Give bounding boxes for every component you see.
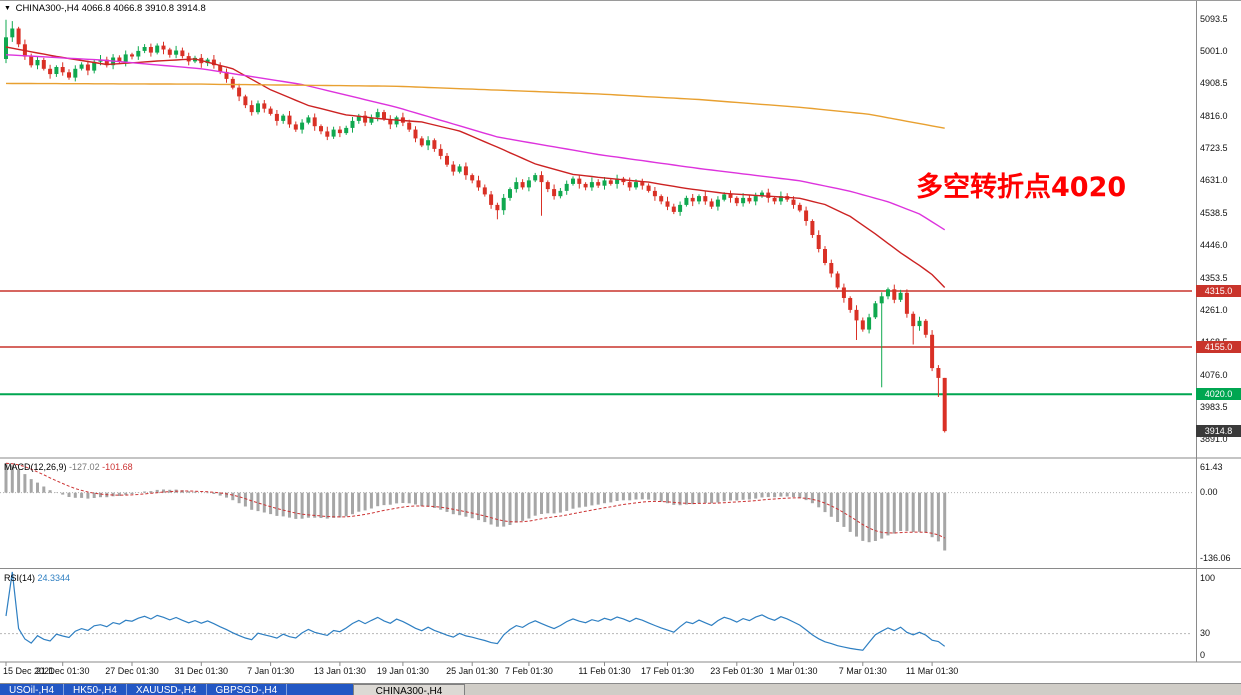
macd-signal-line <box>5 462 945 539</box>
macd-signal-value: -101.68 <box>102 462 133 472</box>
macd-histogram <box>4 463 947 551</box>
collapse-arrow-icon[interactable]: ▼ <box>4 5 11 12</box>
price-badge-4155: 4155.0 <box>1196 341 1241 353</box>
time-axis-label: 7 Feb 01:30 <box>504 666 553 676</box>
time-axis-label: 13 Jan 01:30 <box>313 666 366 676</box>
time-axis-label: 11 Mar 01:30 <box>905 666 959 676</box>
time-axis-label: 19 Jan 01:30 <box>376 666 429 676</box>
time-axis-label: 7 Mar 01:30 <box>838 666 887 676</box>
time-axis-label: 25 Jan 01:30 <box>446 666 499 676</box>
symbol-period-label: CHINA300-,H4 <box>15 3 79 14</box>
rsi-indicator-label: RSI(14) 24.3344 <box>4 573 71 583</box>
macd-indicator-label: MACD(12,26,9) -127.02 -101.68 <box>4 462 133 472</box>
time-axis-label: 11 Feb 01:30 <box>578 666 631 676</box>
rsi-line <box>5 571 946 651</box>
ma-mid-magenta <box>5 54 946 231</box>
macd-main-value: -127.02 <box>69 462 100 472</box>
candlesticks <box>4 19 947 433</box>
chart-title: ▼ CHINA300-,H4 4066.8 4066.8 3910.8 3914… <box>4 3 206 14</box>
taskbar-item[interactable]: USOil-,H4 <box>0 684 65 695</box>
macd-scale-zero: 0.00 <box>1200 487 1218 497</box>
time-axis-label: 1 Mar 01:30 <box>769 666 818 676</box>
rsi-scale-level: 30 <box>1200 628 1211 638</box>
price-badge-4020: 4020.0 <box>1196 388 1241 400</box>
time-axis-label: 7 Jan 01:30 <box>247 666 295 676</box>
tab-china300-active[interactable]: CHINA300-,H4 <box>353 684 465 695</box>
time-axis-label: 21 Dec 01:30 <box>35 666 90 676</box>
inactive-chart-tabs: USOil-,H4 HK50-,H4 XAUUSD-,H4 GBPSGD-,H4 <box>0 684 353 695</box>
current-price-badge: 3914.8 <box>1196 425 1241 437</box>
chart-tab-bar: USOil-,H4 HK50-,H4 XAUUSD-,H4 GBPSGD-,H4 CH… <box>0 683 1241 695</box>
taskbar-item[interactable]: XAUUSD-,H4 <box>127 684 207 695</box>
rsi-scale-max: 100 <box>1200 573 1216 583</box>
taskbar-item[interactable]: GBPSGD-,H4 <box>207 684 288 695</box>
taskbar-item[interactable]: HK50-,H4 <box>64 684 127 695</box>
time-axis-label: 15 Dec 2021 <box>3 666 55 676</box>
ohlc-values: 4066.8 4066.8 3910.8 3914.8 <box>81 3 206 14</box>
ma-fast-red <box>5 46 946 288</box>
macd-scale-min: -136.06 <box>1200 553 1231 563</box>
annotation-text: 多空转折点4020 <box>916 172 1127 203</box>
ma-slow-orange <box>5 82 945 129</box>
time-axis-label: 23 Feb 01:30 <box>710 666 764 676</box>
macd-scale-max: 61.43 <box>1200 462 1223 472</box>
price-badge-4315: 4315.0 <box>1196 285 1241 297</box>
rsi-value: 24.3344 <box>37 573 71 583</box>
time-axis-label: 17 Feb 01:30 <box>640 666 695 676</box>
time-axis-label: 31 Dec 01:30 <box>174 666 229 676</box>
time-axis[interactable]: 15 Dec 2021 21 Dec 01:30 27 Dec 01:30 31 De… <box>0 664 1241 682</box>
time-axis-label: 27 Dec 01:30 <box>105 666 159 676</box>
rsi-scale-min: 0 <box>1200 650 1206 660</box>
